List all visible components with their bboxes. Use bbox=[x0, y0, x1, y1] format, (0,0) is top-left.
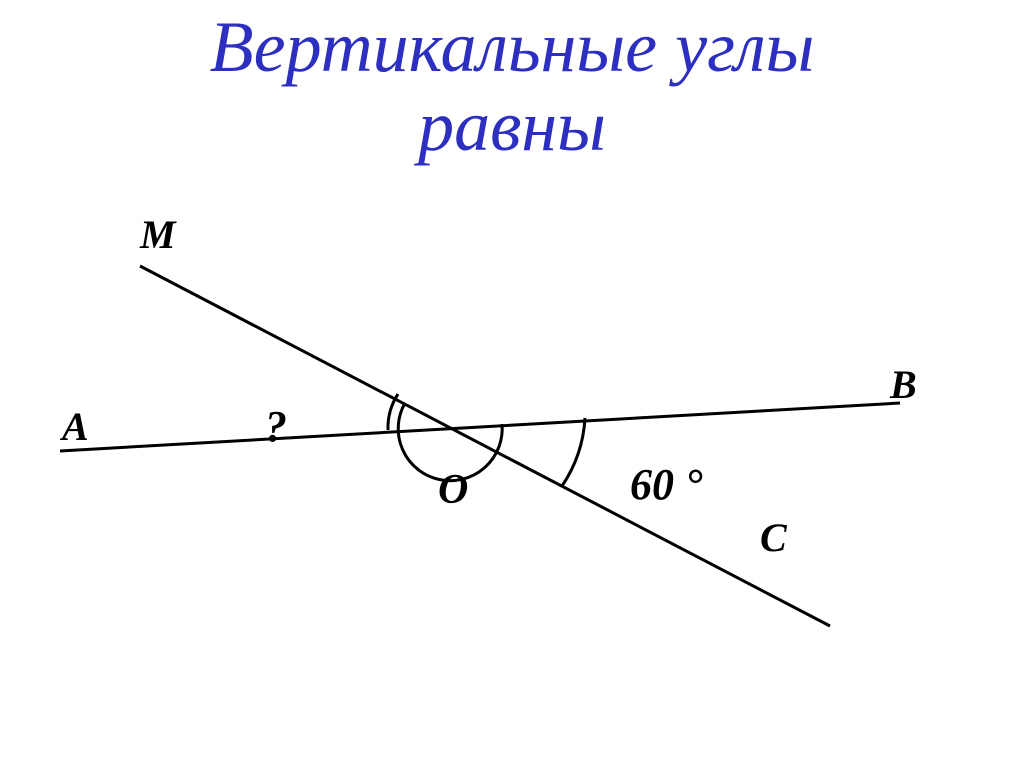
label-angle-60: 60 ° bbox=[630, 459, 703, 510]
label-B: B bbox=[890, 361, 917, 408]
label-A: A bbox=[62, 403, 89, 450]
label-C: C bbox=[760, 514, 787, 561]
label-question: ? bbox=[265, 401, 287, 452]
geometry-diagram: M A B O C ? 60 ° bbox=[0, 166, 1024, 686]
title-line-1: Вертикальные углы bbox=[0, 8, 1024, 87]
line-MC bbox=[140, 266, 830, 626]
label-M: M bbox=[140, 211, 176, 258]
page-title: Вертикальные углы равны bbox=[0, 0, 1024, 166]
title-line-2: равны bbox=[0, 87, 1024, 166]
label-O: O bbox=[438, 466, 468, 514]
arc-BOC bbox=[562, 418, 585, 486]
